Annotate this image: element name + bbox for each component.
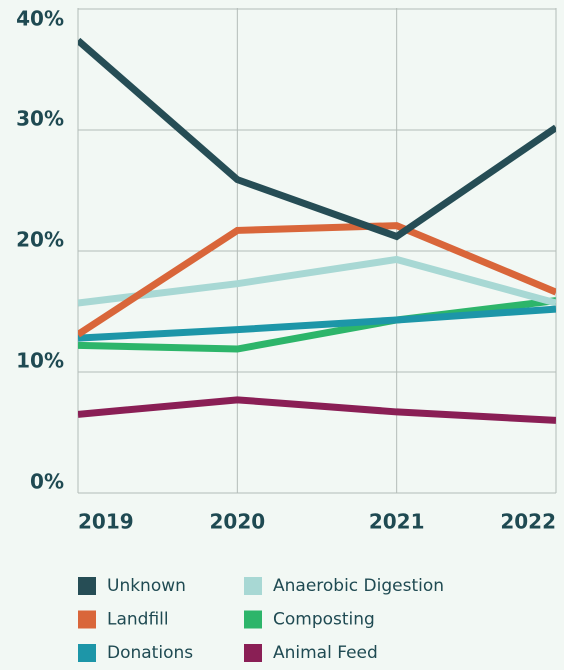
x-tick-label: 2022 bbox=[500, 510, 556, 534]
legend-label: Landfill bbox=[107, 610, 169, 630]
series-line bbox=[78, 255, 556, 307]
legend-label: Unknown bbox=[107, 576, 186, 596]
series-line bbox=[78, 37, 556, 241]
series-line bbox=[78, 222, 556, 338]
y-tick-label: 30% bbox=[16, 107, 64, 131]
y-tick-label: 0% bbox=[30, 470, 64, 494]
series-line bbox=[78, 297, 556, 353]
legend-swatch bbox=[244, 577, 262, 595]
x-tick-label: 2019 bbox=[78, 510, 134, 534]
lines bbox=[78, 37, 556, 424]
x-tick-label: 2020 bbox=[209, 510, 265, 534]
legend-swatch bbox=[78, 644, 96, 662]
y-tick-label: 10% bbox=[16, 349, 64, 373]
legend-swatch bbox=[78, 577, 96, 595]
y-tick-label: 20% bbox=[16, 228, 64, 252]
x-tick-label: 2021 bbox=[369, 510, 425, 534]
legend-label: Composting bbox=[273, 610, 375, 630]
y-tick-label: 40% bbox=[16, 7, 64, 31]
legend-label: Animal Feed bbox=[273, 643, 378, 663]
series-line bbox=[78, 305, 556, 342]
legend-label: Donations bbox=[107, 643, 193, 663]
grid bbox=[77, 8, 557, 494]
series-line bbox=[78, 396, 556, 424]
labels: 0% 10% 20% 30% 40% 2019 2020 2021 2022 Unknown Lan… bbox=[16, 7, 556, 664]
legend-swatch bbox=[244, 644, 262, 662]
legend-label: Anaerobic Digestion bbox=[273, 576, 444, 596]
legend-swatch bbox=[244, 610, 262, 629]
legend-swatch bbox=[78, 610, 96, 629]
